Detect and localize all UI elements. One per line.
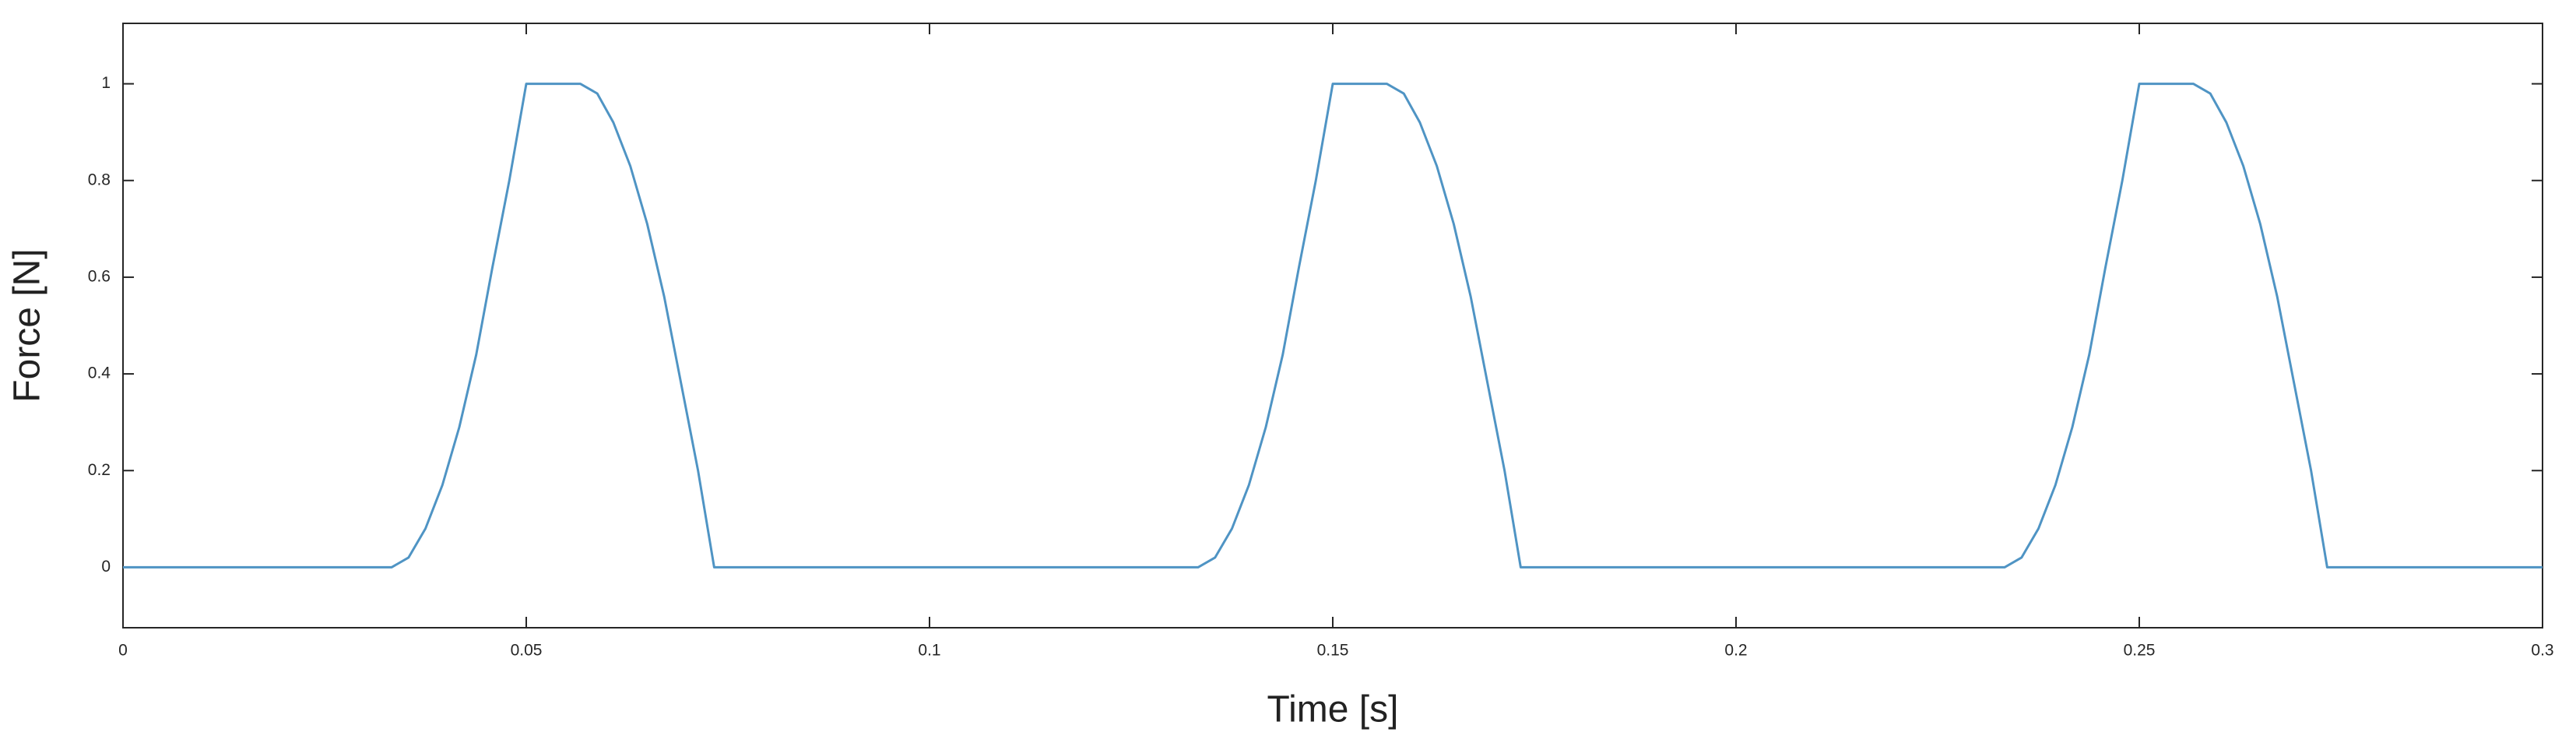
y-tick-label: 0.2 (88, 461, 111, 479)
x-tick-label: 0.3 (2531, 642, 2553, 660)
plot-area (122, 23, 2543, 629)
y-tick-label: 0 (101, 558, 111, 576)
y-axis-label: Force [N] (7, 248, 48, 402)
x-tick-label: 0.2 (1724, 642, 1747, 660)
x-tick-label: 0 (118, 642, 128, 660)
y-tick-label: 1 (101, 74, 111, 92)
x-tick-label: 0.25 (2124, 642, 2156, 660)
data-line (123, 83, 2543, 569)
x-tick-label: 0.05 (511, 642, 543, 660)
y-tick-label: 0.4 (88, 364, 111, 382)
x-axis-label: Time [s] (1267, 689, 1399, 731)
x-tick-label: 0.1 (918, 642, 940, 660)
y-tick-label: 0.6 (88, 267, 111, 285)
x-tick-label: 0.15 (1317, 642, 1349, 660)
y-tick-label: 0.8 (88, 171, 111, 188)
